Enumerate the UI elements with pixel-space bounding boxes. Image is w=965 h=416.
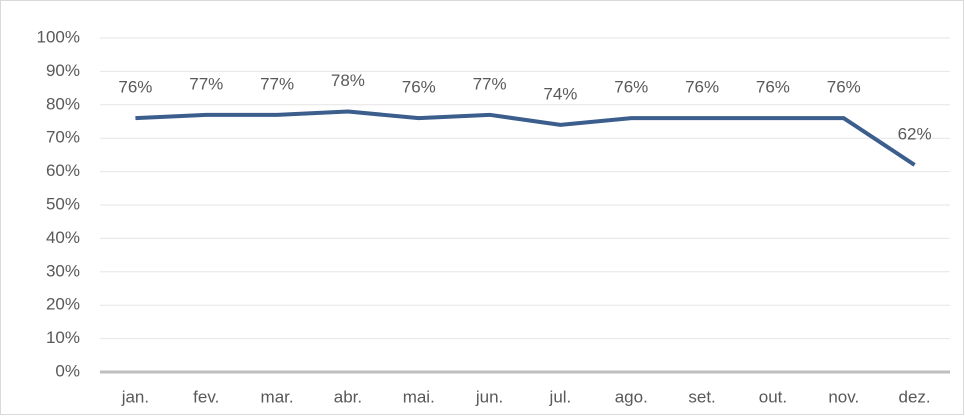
y-tick-label: 50% bbox=[46, 194, 80, 213]
data-label: 74% bbox=[543, 84, 577, 103]
data-label: 76% bbox=[685, 78, 719, 97]
y-tick-label: 30% bbox=[46, 261, 80, 280]
y-tick-label: 0% bbox=[55, 361, 80, 380]
x-tick-label: set. bbox=[688, 387, 715, 406]
x-tick-label: jan. bbox=[121, 387, 149, 406]
line bbox=[135, 109, 916, 167]
data-label: 76% bbox=[614, 78, 648, 97]
y-tick-label: 100% bbox=[37, 27, 80, 46]
data-label: 77% bbox=[260, 74, 294, 93]
data-label: 78% bbox=[331, 71, 365, 90]
x-tick-label: mar. bbox=[261, 387, 294, 406]
y-tick-label: 70% bbox=[46, 128, 80, 147]
x-tick-label: nov. bbox=[828, 387, 859, 406]
x-tick-label: ago. bbox=[615, 387, 648, 406]
y-tick-label: 10% bbox=[46, 328, 80, 347]
data-label: 77% bbox=[473, 74, 507, 93]
y-tick-label: 90% bbox=[46, 61, 80, 80]
data-label: 62% bbox=[898, 124, 932, 143]
x-tick-label: jun. bbox=[475, 387, 503, 406]
data-label: 76% bbox=[118, 78, 152, 97]
data-label: 76% bbox=[402, 78, 436, 97]
y-tick-label: 20% bbox=[46, 295, 80, 314]
x-tick-label: fev. bbox=[193, 387, 219, 406]
y-tick-label: 60% bbox=[46, 161, 80, 180]
x-tick-label: mai. bbox=[403, 387, 435, 406]
data-label: 76% bbox=[756, 78, 790, 97]
x-tick-label: jul. bbox=[549, 387, 572, 406]
x-tick-label: dez. bbox=[899, 387, 931, 406]
y-tick-label: 80% bbox=[46, 94, 80, 113]
data-label: 77% bbox=[189, 74, 223, 93]
x-tick-label: abr. bbox=[334, 387, 362, 406]
x-tick-label: out. bbox=[759, 387, 787, 406]
data-label: 76% bbox=[827, 78, 861, 97]
y-tick-label: 40% bbox=[46, 228, 80, 247]
